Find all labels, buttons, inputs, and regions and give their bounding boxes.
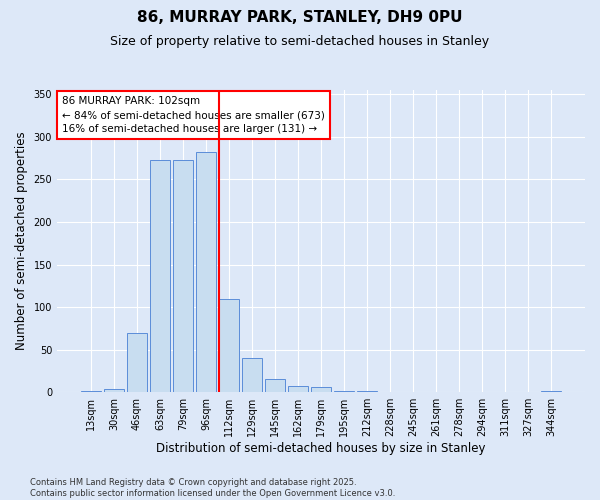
Text: Size of property relative to semi-detached houses in Stanley: Size of property relative to semi-detach… [110, 35, 490, 48]
Bar [288, 386, 308, 392]
Bar [127, 334, 146, 392]
Text: 86 MURRAY PARK: 102sqm
← 84% of semi-detached houses are smaller (673)
16% of se: 86 MURRAY PARK: 102sqm ← 84% of semi-det… [62, 96, 325, 134]
Y-axis label: Number of semi-detached properties: Number of semi-detached properties [15, 132, 28, 350]
Text: 86, MURRAY PARK, STANLEY, DH9 0PU: 86, MURRAY PARK, STANLEY, DH9 0PU [137, 10, 463, 25]
X-axis label: Distribution of semi-detached houses by size in Stanley: Distribution of semi-detached houses by … [156, 442, 486, 455]
Bar [265, 378, 285, 392]
Bar [311, 387, 331, 392]
Bar [196, 152, 216, 392]
Bar [81, 390, 101, 392]
Text: Contains HM Land Registry data © Crown copyright and database right 2025.
Contai: Contains HM Land Registry data © Crown c… [30, 478, 395, 498]
Bar [334, 390, 354, 392]
Bar [150, 160, 170, 392]
Bar [173, 160, 193, 392]
Bar [104, 389, 124, 392]
Bar [242, 358, 262, 392]
Bar [219, 298, 239, 392]
